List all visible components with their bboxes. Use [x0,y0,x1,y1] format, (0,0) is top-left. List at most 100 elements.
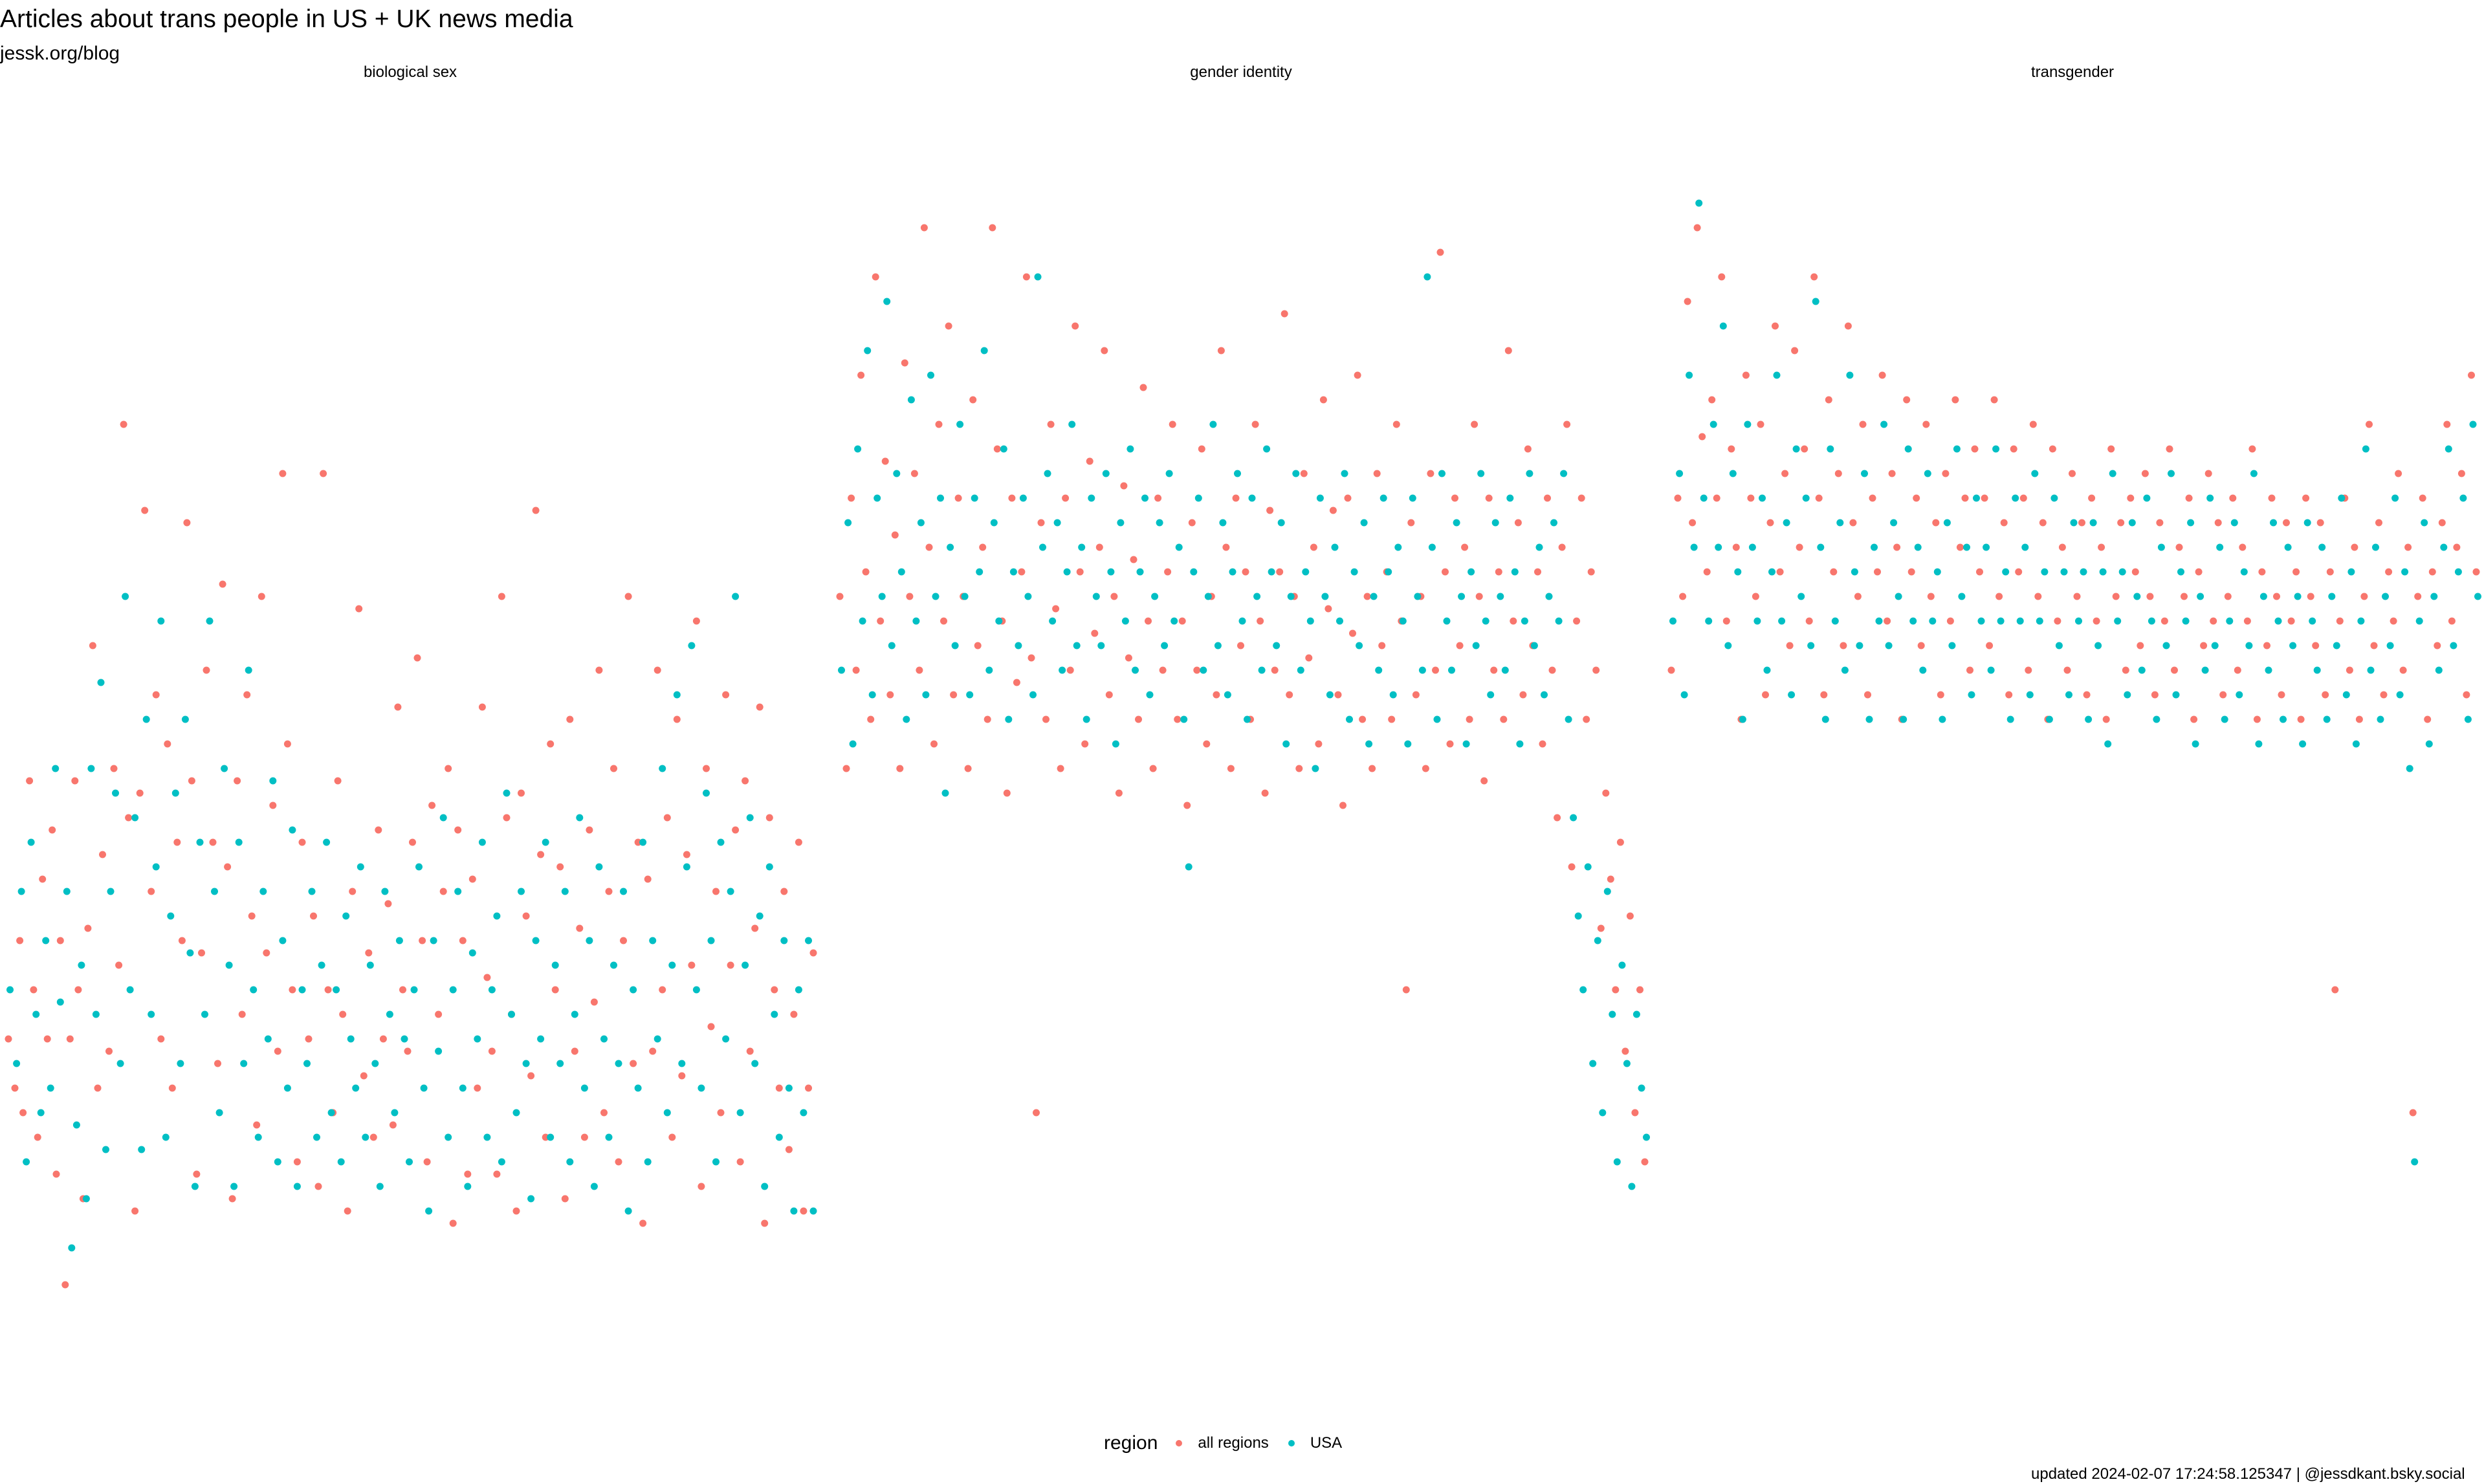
point-usa-201 [1015,642,1022,649]
point-usa-461 [2303,519,2311,527]
point-all-regions-418 [2098,543,2105,551]
point-usa-437 [2187,519,2195,527]
point-usa-320 [1594,937,1601,944]
point-usa-342 [1724,642,1732,649]
point-usa-109 [542,838,549,846]
point-usa-36 [186,949,194,957]
point-all-regions-422 [2117,519,2125,527]
point-all-regions-48 [243,691,251,699]
point-usa-155 [765,863,773,871]
point-usa-205 [1034,273,1042,281]
point-usa-21 [112,789,119,797]
point-all-regions-116 [580,1133,588,1141]
point-usa-296 [1477,470,1485,477]
point-all-regions-441 [2210,617,2217,625]
point-usa-280 [1399,617,1407,625]
point-all-regions-456 [2283,519,2290,527]
point-usa-430 [2153,715,2160,723]
point-all-regions-432 [2166,445,2173,453]
point-all-regions-277 [1388,715,1396,723]
point-all-regions-459 [2297,715,2305,723]
point-usa-441 [2206,494,2214,502]
point-all-regions-55 [279,470,287,477]
point-all-regions-426 [2137,642,2144,649]
point-all-regions-44 [224,863,232,871]
point-all-regions-242 [1217,347,1225,355]
point-usa-110 [547,1133,555,1141]
point-usa-286 [1428,543,1436,551]
point-all-regions-80 [404,1047,412,1055]
point-usa-276 [1379,494,1387,502]
point-all-regions-64 [324,986,332,994]
point-usa-451 [2255,740,2263,748]
point-usa-449 [2245,642,2253,649]
point-usa-202 [1019,494,1027,502]
point-all-regions-175 [891,531,899,539]
point-all-regions-487 [2434,642,2441,649]
point-all-regions-312 [1558,543,1566,551]
point-usa-5 [32,1010,40,1018]
point-all-regions-453 [2268,494,2276,502]
point-usa-394 [1977,617,1985,625]
point-all-regions-72 [365,949,373,957]
point-all-regions-299 [1495,568,1502,576]
point-usa-434 [2172,691,2180,699]
point-all-regions-10 [52,1170,60,1178]
point-all-regions-158 [785,1146,793,1153]
point-usa-50 [254,1133,262,1141]
point-all-regions-74 [375,826,382,834]
point-usa-311 [1550,519,1557,527]
point-all-regions-53 [269,802,277,809]
point-all-regions-247 [1242,568,1249,576]
point-usa-458 [2289,642,2297,649]
point-all-regions-185 [940,617,947,625]
point-all-regions-383 [1927,593,1935,600]
point-all-regions-246 [1237,642,1244,649]
point-all-regions-187 [950,691,958,699]
point-usa-275 [1375,666,1383,674]
point-all-regions-437 [2190,715,2198,723]
point-all-regions-318 [1587,568,1595,576]
point-usa-100 [498,1158,505,1166]
point-usa-425 [2128,519,2136,527]
point-usa-4 [27,838,35,846]
point-usa-470 [2347,568,2355,576]
point-usa-481 [2401,568,2409,576]
point-usa-453 [2265,666,2272,674]
point-usa-113 [561,888,569,895]
point-usa-10 [56,998,64,1006]
point-usa-65 [327,1109,335,1117]
point-usa-438 [2192,740,2199,748]
point-usa-375 [1885,642,1893,649]
legend-item-usa: USA [1288,1434,1342,1452]
point-all-regions-475 [2375,519,2382,527]
point-usa-388 [1948,642,1956,649]
point-all-regions-104 [522,912,530,920]
point-all-regions-112 [561,1195,569,1203]
point-all-regions-167 [852,666,860,674]
point-all-regions-256 [1286,691,1293,699]
point-usa-312 [1555,617,1563,625]
point-all-regions-15 [74,986,82,994]
point-all-regions-27 [136,789,144,797]
point-usa-170 [864,347,872,355]
point-usa-293 [1462,740,1470,748]
point-usa-399 [2002,568,2010,576]
point-all-regions-346 [1747,494,1755,502]
point-all-regions-332 [1679,593,1687,600]
point-usa-313 [1560,470,1568,477]
point-usa-468 [2338,494,2346,502]
point-usa-483 [2411,1158,2419,1166]
point-all-regions-388 [1951,396,1959,404]
point-all-regions-34 [173,838,181,846]
point-all-regions-129 [644,875,652,883]
point-usa-210 [1059,666,1066,674]
facet-label-biological-sex: biological sex [363,63,457,81]
point-usa-452 [2259,593,2267,600]
point-all-regions-378 [1903,396,1911,404]
point-usa-105 [522,1060,530,1067]
point-all-regions-251 [1261,789,1269,797]
point-usa-137 [678,1060,686,1067]
point-usa-52 [264,1035,272,1043]
point-usa-101 [503,789,511,797]
